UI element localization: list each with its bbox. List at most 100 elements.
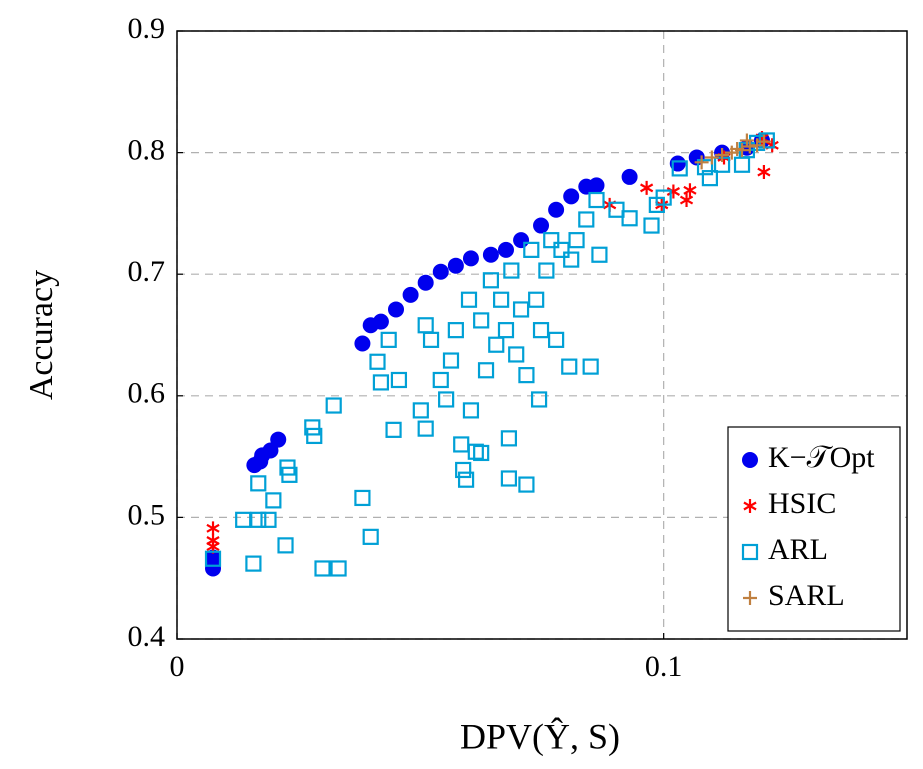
point xyxy=(588,177,605,194)
point xyxy=(369,353,386,370)
point xyxy=(402,286,419,303)
point xyxy=(715,148,730,163)
point xyxy=(281,466,298,483)
point xyxy=(245,555,262,572)
point xyxy=(388,301,404,318)
legend-marker xyxy=(742,452,758,468)
y-tick-label: 0.8 xyxy=(128,133,166,166)
point xyxy=(561,358,578,375)
legend-marker xyxy=(741,543,759,561)
point xyxy=(447,322,464,339)
point xyxy=(467,443,484,460)
point xyxy=(735,143,750,158)
point xyxy=(733,156,751,173)
point xyxy=(314,560,331,577)
point xyxy=(533,217,550,234)
point xyxy=(462,250,479,267)
point xyxy=(582,358,599,375)
point xyxy=(543,232,560,249)
point xyxy=(204,550,222,567)
point xyxy=(385,421,402,438)
point xyxy=(563,188,580,205)
point xyxy=(532,322,550,339)
legend-marker xyxy=(743,499,757,513)
point xyxy=(362,528,379,545)
point xyxy=(493,291,510,308)
point xyxy=(758,132,775,149)
point xyxy=(497,322,515,339)
y-tick-label: 0.5 xyxy=(128,498,166,531)
point xyxy=(457,471,475,488)
legend-label: ARL xyxy=(768,533,828,566)
point xyxy=(591,246,608,263)
point xyxy=(694,155,709,170)
point xyxy=(518,367,535,384)
y-tick-label: 0.9 xyxy=(128,12,166,45)
series xyxy=(204,132,775,577)
point xyxy=(548,201,565,218)
point xyxy=(330,560,347,577)
point xyxy=(205,549,222,566)
point xyxy=(412,402,429,419)
point xyxy=(235,511,252,528)
y-tick-label: 0.4 xyxy=(128,620,166,653)
point xyxy=(553,241,570,258)
point xyxy=(608,201,625,218)
point xyxy=(513,232,530,249)
point xyxy=(354,335,371,352)
point xyxy=(756,134,771,149)
x-tick-label: 0.1 xyxy=(645,650,683,683)
point xyxy=(757,165,771,180)
point xyxy=(500,470,518,487)
point xyxy=(508,346,525,363)
point xyxy=(640,180,654,195)
legend-label: K−𝒯Opt xyxy=(768,441,875,474)
point xyxy=(438,391,455,408)
legend-label: SARL xyxy=(768,579,845,612)
point xyxy=(460,291,478,308)
point xyxy=(512,301,530,318)
x-tick-label: 0 xyxy=(170,650,185,683)
point xyxy=(742,139,757,154)
point xyxy=(500,430,518,447)
point xyxy=(530,391,548,408)
point xyxy=(417,317,434,334)
point xyxy=(523,241,540,258)
point xyxy=(462,402,480,419)
point xyxy=(270,431,287,448)
point xyxy=(704,150,719,165)
point xyxy=(422,331,440,348)
point xyxy=(497,241,514,258)
legend-label: HSIC xyxy=(768,487,836,520)
point xyxy=(432,371,449,389)
point xyxy=(563,251,580,268)
point xyxy=(488,336,505,353)
legend-marker xyxy=(743,591,757,605)
point xyxy=(696,159,714,176)
point xyxy=(372,374,390,391)
point xyxy=(417,274,434,291)
point xyxy=(473,444,490,462)
point xyxy=(671,160,688,177)
point xyxy=(260,511,277,528)
point xyxy=(453,436,470,453)
point xyxy=(265,492,282,509)
point xyxy=(442,352,460,369)
point xyxy=(206,521,220,536)
point xyxy=(548,331,565,348)
point xyxy=(354,489,371,507)
x-axis-label: DPV(Ŷ, S) xyxy=(460,716,620,756)
series xyxy=(694,133,771,170)
point xyxy=(306,427,323,445)
point xyxy=(621,210,638,227)
point xyxy=(447,257,464,274)
point xyxy=(679,193,694,208)
point xyxy=(655,189,672,206)
point xyxy=(588,191,605,209)
y-tick-label: 0.7 xyxy=(128,255,166,288)
point xyxy=(477,362,495,379)
point xyxy=(578,211,595,228)
point xyxy=(205,560,222,577)
point xyxy=(250,511,267,528)
